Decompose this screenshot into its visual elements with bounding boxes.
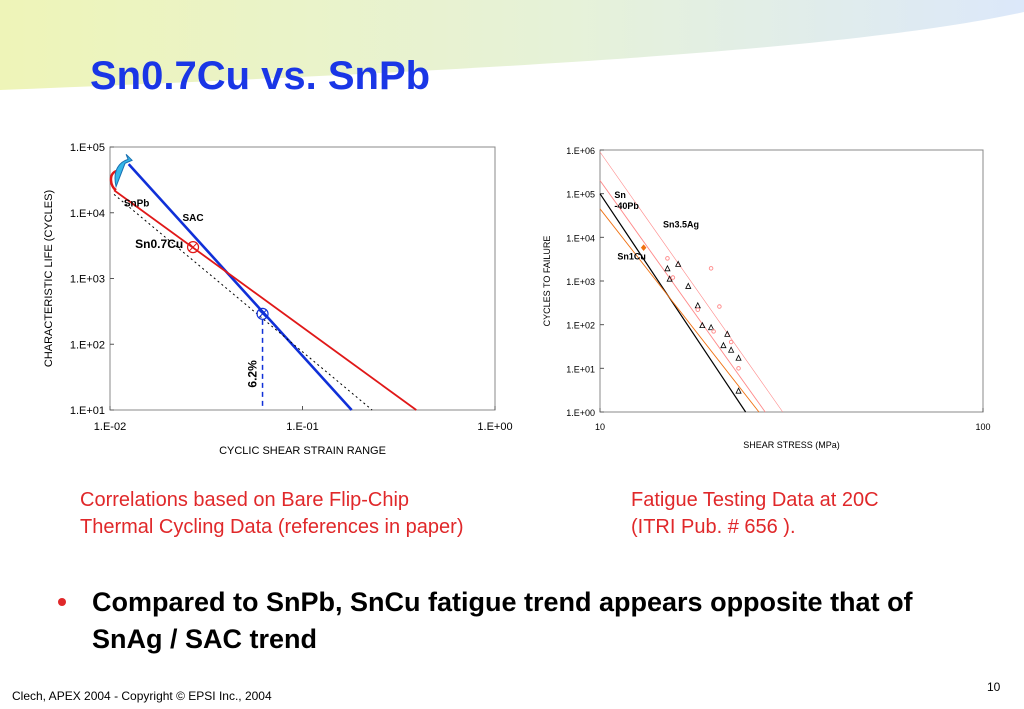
data-point-circle — [728, 339, 734, 345]
crossover-x — [258, 309, 267, 319]
y-axis-label: CHARACTERISTIC LIFE (CYCLES) — [43, 190, 55, 367]
data-point-triangle — [735, 354, 742, 361]
y-tick-label: 1.E+03 — [566, 277, 595, 287]
y-axis-label: CYCLES TO FAILURE — [542, 236, 552, 327]
x-tick-label: 10 — [595, 422, 605, 432]
data-point-triangle — [694, 301, 701, 309]
bullet-text: Compared to SnPb, SnCu fatigue trend app… — [92, 587, 913, 654]
series-label-sn35ag: Sn3.5Ag — [663, 219, 699, 229]
y-tick-label: 1.E+01 — [566, 364, 595, 374]
right-caption-line-2: (ITRI Pub. # 656 ). — [631, 516, 796, 538]
series-label-snpb-line2: -40Pb — [614, 201, 639, 211]
trend-line — [599, 180, 766, 413]
data-point-triangle — [699, 321, 706, 329]
banner-swoosh — [0, 0, 1024, 90]
header-banner — [0, 0, 1024, 90]
data-point-circle — [708, 266, 714, 271]
x-tick-label: 100 — [975, 422, 990, 432]
strain-annotation: 6.2% — [246, 360, 260, 388]
data-point-triangle — [664, 264, 671, 272]
shift-arrow-red-icon — [109, 169, 118, 192]
series-label-snpb: SnPb — [124, 198, 150, 209]
series-line-sac — [127, 163, 353, 411]
data-point-circle — [736, 366, 741, 371]
right-caption-line-1: Fatigue Testing Data at 20C — [631, 489, 879, 511]
data-point-diamond — [640, 244, 647, 252]
data-point-circle — [717, 304, 722, 309]
plot-frame — [599, 149, 984, 413]
series-label-snpb-line1: Sn — [614, 190, 626, 200]
data-point-circle — [670, 275, 676, 280]
crossover-x — [188, 242, 198, 252]
stress-life-chart: 1.E+00 1.E+01 1.E+02 1.E+03 1.E+04 1.E+05 1.E+… — [542, 146, 991, 450]
series-label-sac: SAC — [182, 213, 203, 224]
data-point-triangle — [720, 341, 727, 349]
slide-title: Sn0.7Cu vs. SnPb — [90, 54, 431, 98]
y-tick-label: 1.E+05 — [566, 190, 595, 200]
data-point-circle — [665, 256, 670, 261]
left-caption-line-1: Correlations based on Bare Flip-Chip — [80, 489, 410, 511]
x-tick-label: 1.E-02 — [94, 421, 126, 433]
left-chart-caption: Correlations based on Bare Flip-Chip The… — [80, 487, 464, 541]
data-point-triangle — [675, 260, 682, 267]
right-chart-caption: Fatigue Testing Data at 20C (ITRI Pub. #… — [631, 487, 879, 541]
y-tick-label: 1.E+02 — [70, 339, 105, 351]
left-caption-line-2: Thermal Cycling Data (references in pape… — [80, 516, 464, 538]
footer-copyright: Clech, APEX 2004 - Copyright © EPSI Inc.… — [12, 689, 272, 703]
series-label-sn0-7cu: Sn0.7Cu — [135, 237, 183, 251]
y-tick-label: 1.E+03 — [70, 274, 105, 286]
series-line-sn0-7cu — [113, 189, 417, 411]
page-number: 10 — [987, 680, 1001, 694]
trend-line — [599, 151, 783, 413]
strain-life-chart: 1.E+01 1.E+02 1.E+03 1.E+04 1.E+05 1.E-02 1.E-… — [43, 142, 513, 457]
trend-line — [599, 208, 760, 413]
data-point-circle — [711, 329, 716, 334]
data-point-triangle — [707, 323, 715, 331]
series-line-snpb — [113, 194, 373, 411]
x-tick-label: 1.E+00 — [477, 421, 512, 433]
data-point-triangle — [728, 346, 735, 353]
series-label-sn1cu: Sn1Cu — [617, 252, 646, 262]
trend-line — [599, 193, 747, 413]
x-axis-label: CYCLIC SHEAR STRAIN RANGE — [219, 445, 386, 457]
y-tick-label: 1.E+01 — [70, 405, 105, 417]
shift-arrow-blue-icon — [114, 153, 133, 189]
data-point-triangle — [724, 330, 731, 337]
crossover-marker — [256, 307, 269, 320]
y-tick-label: 1.E+04 — [70, 208, 105, 220]
y-tick-label: 1.E+02 — [566, 321, 595, 331]
bullet-dot-icon — [58, 598, 66, 606]
y-tick-label: 1.E+04 — [566, 233, 595, 243]
crossover-circle — [186, 241, 200, 254]
x-tick-label: 1.E-01 — [286, 421, 318, 433]
data-point-circle — [695, 307, 701, 312]
y-tick-label: 1.E+05 — [70, 142, 105, 154]
crossover-circle — [256, 307, 269, 320]
x-axis-label: SHEAR STRESS (MPa) — [743, 440, 840, 450]
y-tick-label: 1.E+00 — [566, 408, 595, 418]
y-tick-label: 1.E+06 — [566, 146, 595, 156]
plot-frame — [109, 146, 496, 411]
data-point-triangle — [666, 275, 673, 282]
data-point-triangle — [685, 282, 692, 289]
series-label-snpb: Sn -40Pb — [614, 190, 639, 211]
data-point-triangle — [735, 387, 742, 394]
crossover-marker — [186, 241, 200, 254]
